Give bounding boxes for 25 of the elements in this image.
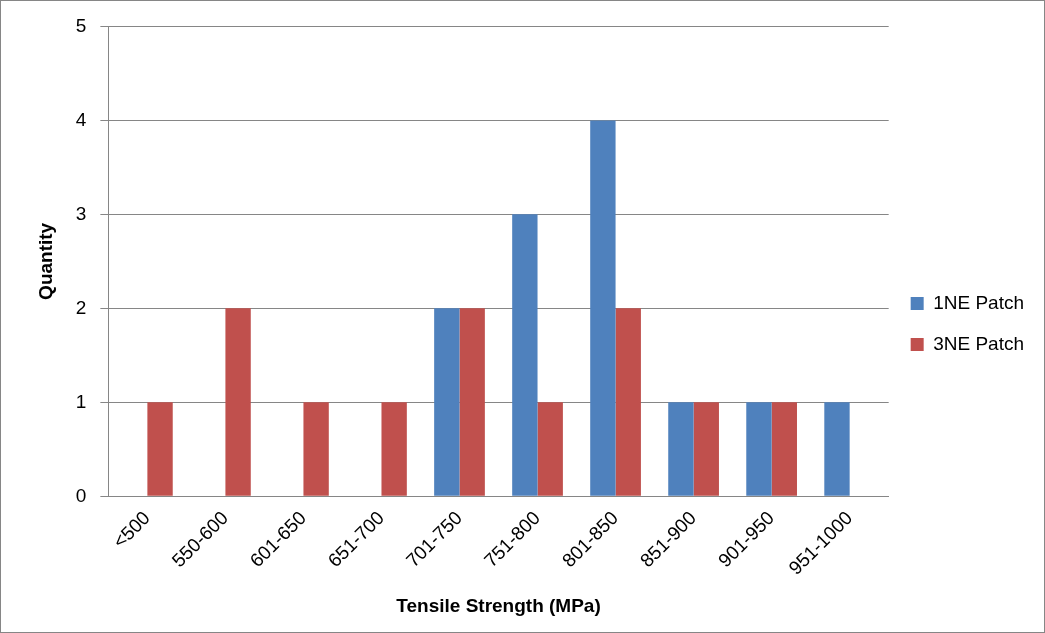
bar	[615, 308, 641, 496]
bar	[537, 402, 563, 496]
x-axis-title: Tensile Strength (MPa)	[396, 594, 601, 616]
bar	[459, 308, 485, 496]
bar	[693, 402, 719, 496]
y-tick-label: 4	[75, 108, 87, 130]
y-tick-label: 5	[75, 14, 87, 36]
bar	[147, 402, 173, 496]
bar	[303, 402, 329, 496]
y-tick-label: 2	[75, 296, 87, 318]
y-tick-label: 0	[75, 484, 87, 506]
bar	[668, 402, 694, 496]
legend-label: 3NE Patch	[933, 332, 1024, 354]
bar	[381, 402, 407, 496]
legend-label: 1NE Patch	[933, 291, 1024, 313]
bar	[225, 308, 251, 496]
y-tick-label: 3	[75, 202, 87, 224]
bar	[590, 120, 616, 496]
bar	[434, 308, 460, 496]
bar	[824, 402, 850, 496]
bar	[746, 402, 772, 496]
bar	[512, 214, 538, 496]
y-axis-title: Quantity	[34, 222, 56, 300]
y-tick-label: 1	[75, 390, 87, 412]
bar	[771, 402, 797, 496]
